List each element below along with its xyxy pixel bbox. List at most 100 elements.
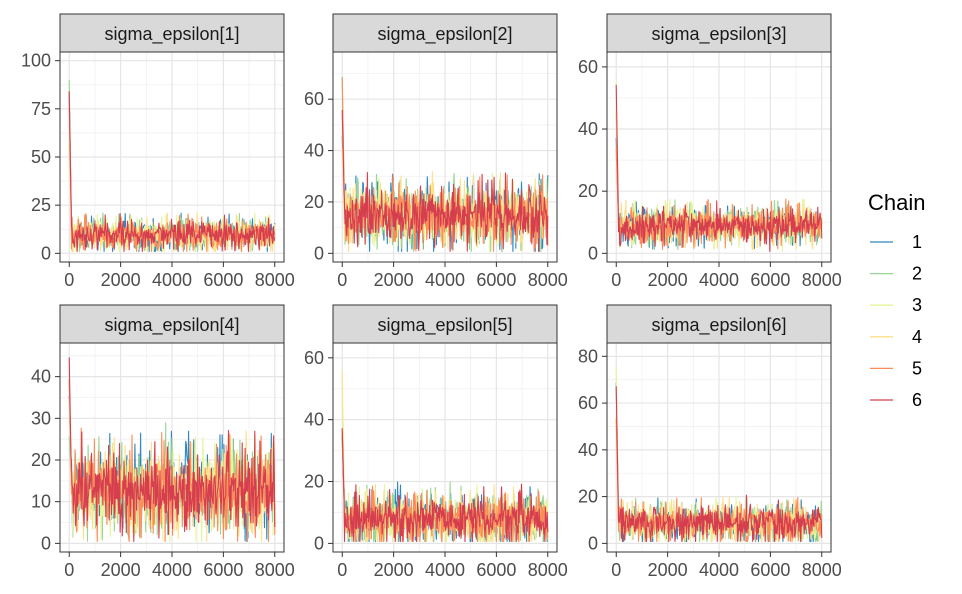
y-tick-label: 40 bbox=[578, 119, 598, 139]
x-tick-label: 6000 bbox=[203, 270, 243, 290]
x-tick-label: 6000 bbox=[750, 270, 790, 290]
y-tick-label: 60 bbox=[578, 57, 598, 77]
strip-title: sigma_epsilon[2] bbox=[377, 24, 512, 45]
legend-item-chain-3: 3 bbox=[870, 295, 922, 315]
traces bbox=[341, 76, 549, 252]
panel-4: sigma_epsilon[4] 0 2000 4000 6000 8000 0 10 20 30… bbox=[31, 304, 295, 580]
legend-item-chain-5: 5 bbox=[870, 358, 922, 378]
legend-item-chain-2: 2 bbox=[870, 264, 922, 284]
strip-title: sigma_epsilon[1] bbox=[104, 24, 239, 45]
y-tick-label: 40 bbox=[304, 410, 324, 430]
legend-item-chain-1: 1 bbox=[870, 232, 922, 252]
x-tick-label: 4000 bbox=[699, 560, 739, 580]
legend-item-chain-6: 6 bbox=[870, 390, 922, 410]
x-tick-label: 6000 bbox=[750, 560, 790, 580]
y-tick-label: 10 bbox=[31, 492, 51, 512]
panels: sigma_epsilon[1]0 2000 4000 6000 80000255075… bbox=[21, 13, 842, 580]
strip-background bbox=[59, 13, 285, 53]
y-tick-label: 20 bbox=[578, 487, 598, 507]
x-tick-label: 0 bbox=[337, 270, 347, 290]
traces bbox=[615, 366, 823, 543]
strip-title: sigma_epsilon[6] bbox=[651, 315, 786, 336]
x-tick-label: 8000 bbox=[802, 560, 842, 580]
trace-chain-6 bbox=[615, 84, 823, 252]
legend-label: 1 bbox=[912, 232, 922, 252]
y-tick-label: 20 bbox=[578, 181, 598, 201]
x-tick-label: 8000 bbox=[528, 560, 568, 580]
y-tick-label: 40 bbox=[304, 141, 324, 161]
legend-label: 2 bbox=[912, 264, 922, 284]
strip-title: sigma_epsilon[4] bbox=[104, 315, 239, 336]
y-tick-label: 0 bbox=[314, 243, 324, 263]
y-tick-label: 30 bbox=[31, 408, 51, 428]
y-tick-label: 100 bbox=[21, 51, 51, 71]
trace-chain-6 bbox=[615, 386, 823, 543]
y-tick-label: 80 bbox=[578, 346, 598, 366]
legend-item-chain-4: 4 bbox=[870, 327, 922, 347]
x-tick-label: 2000 bbox=[101, 560, 141, 580]
panel-3: sigma_epsilon[3] 0 2000 4000 6000 8000 0 20 40 60 bbox=[578, 13, 842, 290]
strip-title: sigma_epsilon[5] bbox=[377, 315, 512, 336]
x-tick-label: 2000 bbox=[648, 560, 688, 580]
traces bbox=[68, 80, 276, 252]
trace-chain-6 bbox=[68, 91, 276, 252]
y-tick-label: 0 bbox=[588, 243, 598, 263]
traces bbox=[68, 357, 276, 543]
x-tick-label: 2000 bbox=[374, 270, 414, 290]
panel-1: sigma_epsilon[1] 0 2000 4000 6000 8000 0 25 50 75… bbox=[21, 13, 295, 290]
panel-5: sigma_epsilon[5] 0 2000 4000 6000 8000 0 20 40 60 bbox=[304, 304, 568, 580]
x-tick-label: 4000 bbox=[699, 270, 739, 290]
y-tick-label: 75 bbox=[31, 99, 51, 119]
y-tick-label: 40 bbox=[578, 440, 598, 460]
x-tick-label: 0 bbox=[337, 560, 347, 580]
y-tick-label: 60 bbox=[578, 393, 598, 413]
y-tick-label: 0 bbox=[41, 243, 51, 263]
x-tick-label: 6000 bbox=[203, 560, 243, 580]
legend-label: 3 bbox=[912, 295, 922, 315]
x-tick-label: 0 bbox=[64, 560, 74, 580]
x-tick-label: 8000 bbox=[255, 270, 295, 290]
x-tick-label: 4000 bbox=[425, 270, 465, 290]
y-tick-label: 40 bbox=[31, 367, 51, 387]
x-tick-label: 6000 bbox=[476, 560, 516, 580]
x-tick-label: 2000 bbox=[101, 270, 141, 290]
legend-label: 4 bbox=[912, 327, 922, 347]
x-tick-label: 2000 bbox=[648, 270, 688, 290]
y-tick-label: 20 bbox=[304, 472, 324, 492]
trace-chain-6 bbox=[341, 109, 549, 252]
panel-2: sigma_epsilon[2] 0 2000 4000 6000 8000 0 20 40 60 bbox=[304, 13, 568, 290]
y-tick-label: 0 bbox=[41, 533, 51, 553]
legend-label: 6 bbox=[912, 390, 922, 410]
trace-chain-6 bbox=[341, 428, 549, 543]
legend: Chain 1 2 3 4 5 6 bbox=[868, 190, 925, 410]
y-tick-label: 25 bbox=[31, 195, 51, 215]
y-tick-label: 60 bbox=[304, 348, 324, 368]
legend-label: 5 bbox=[912, 358, 922, 378]
trace-chain-5 bbox=[341, 77, 549, 252]
strip-background bbox=[606, 304, 832, 344]
x-tick-label: 8000 bbox=[255, 560, 295, 580]
x-tick-label: 8000 bbox=[528, 270, 568, 290]
y-tick-label: 50 bbox=[31, 147, 51, 167]
x-tick-label: 8000 bbox=[802, 270, 842, 290]
x-tick-label: 2000 bbox=[374, 560, 414, 580]
x-tick-label: 4000 bbox=[425, 560, 465, 580]
x-tick-label: 0 bbox=[64, 270, 74, 290]
traces bbox=[341, 370, 549, 543]
y-tick-label: 60 bbox=[304, 89, 324, 109]
y-tick-label: 20 bbox=[304, 192, 324, 212]
strip-background bbox=[59, 304, 285, 344]
x-tick-label: 4000 bbox=[152, 560, 192, 580]
x-tick-label: 6000 bbox=[476, 270, 516, 290]
x-tick-label: 0 bbox=[611, 270, 621, 290]
traces bbox=[615, 81, 823, 252]
x-tick-label: 4000 bbox=[152, 270, 192, 290]
strip-title: sigma_epsilon[3] bbox=[651, 24, 786, 45]
y-tick-label: 20 bbox=[31, 450, 51, 470]
y-tick-label: 0 bbox=[588, 533, 598, 553]
y-tick-label: 0 bbox=[314, 533, 324, 553]
panel-6: sigma_epsilon[6] 0 2000 4000 6000 8000 0 20 40 60… bbox=[578, 304, 842, 580]
legend-title: Chain bbox=[868, 190, 925, 215]
trace-chain-6 bbox=[68, 357, 276, 543]
